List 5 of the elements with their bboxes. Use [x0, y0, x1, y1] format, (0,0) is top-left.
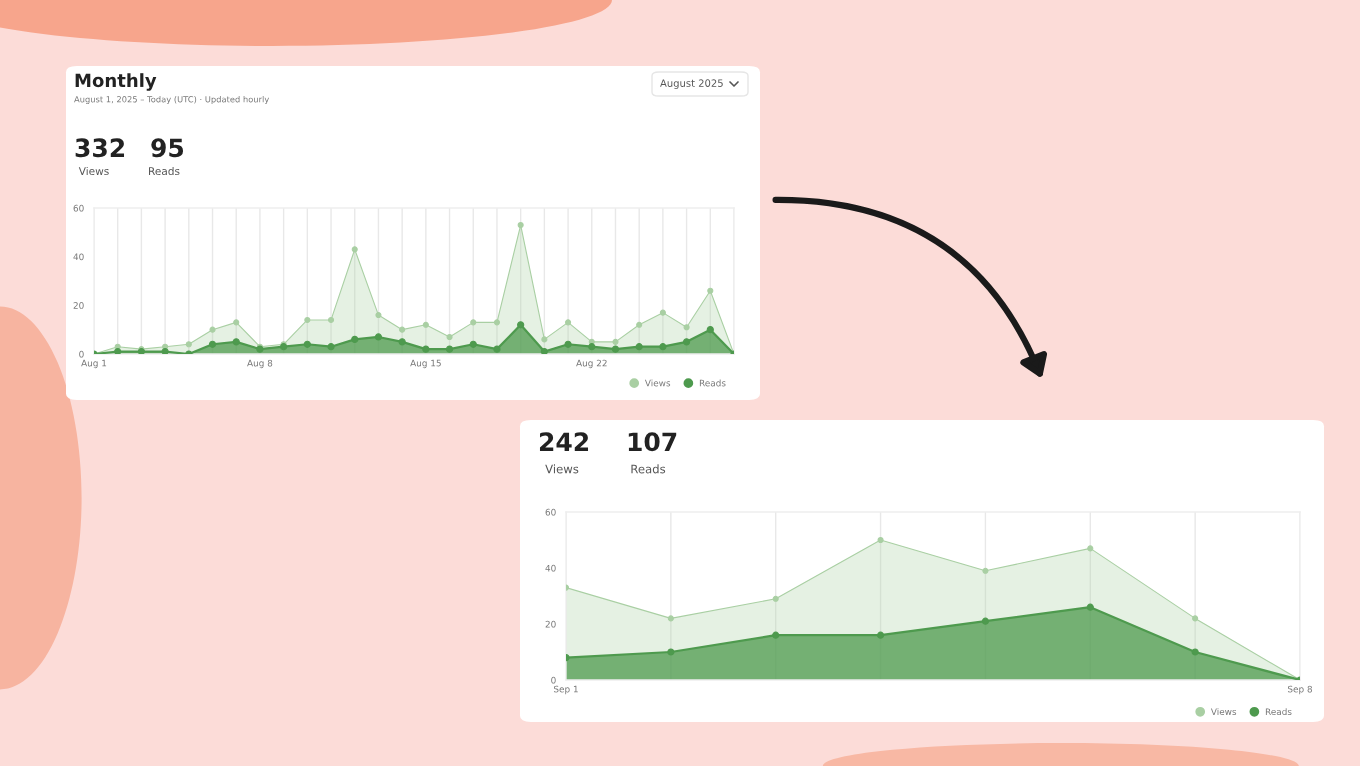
text: 242 — [539, 432, 589, 451]
text: 107 — [628, 432, 677, 452]
chart-title: Monthly — [75, 73, 157, 91]
text: 332 — [75, 138, 125, 158]
text: 95 — [151, 138, 184, 158]
